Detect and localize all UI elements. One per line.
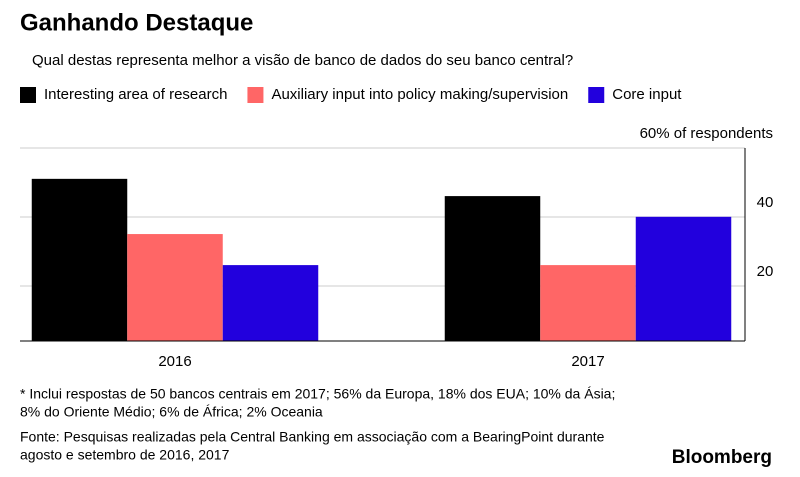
y-tick-label: 60% of respondents xyxy=(640,125,773,142)
note: 8% do Oriente Médio; 6% de África; 2% Oc… xyxy=(20,404,323,420)
bar xyxy=(444,196,541,341)
brand-logo: Bloomberg xyxy=(672,447,772,468)
bar xyxy=(540,265,636,341)
y-tick-label: 40 xyxy=(757,194,774,211)
bar xyxy=(635,216,732,341)
chart-subtitle: Qual destas representa melhor a visão de… xyxy=(32,52,573,69)
legend-swatch xyxy=(247,87,264,103)
source: agosto e setembro de 2016, 2017 xyxy=(20,447,230,463)
bar xyxy=(127,234,223,341)
bar xyxy=(222,265,319,341)
legend-label: Interesting area of research xyxy=(44,86,227,103)
y-tick-label: 20 xyxy=(757,263,774,280)
legend-label: Auxiliary input into policy making/super… xyxy=(271,86,568,103)
source: Fonte: Pesquisas realizadas pela Central… xyxy=(20,429,605,445)
legend-swatch xyxy=(588,87,605,103)
legend-swatch xyxy=(20,87,36,103)
legend-label: Core input xyxy=(612,86,682,103)
x-tick-label: 2016 xyxy=(158,353,191,370)
bar xyxy=(31,178,128,341)
chart-title: Ganhando Destaque xyxy=(20,9,253,36)
x-tick-label: 2017 xyxy=(571,353,604,370)
note: * Inclui respostas de 50 bancos centrais… xyxy=(20,386,615,402)
